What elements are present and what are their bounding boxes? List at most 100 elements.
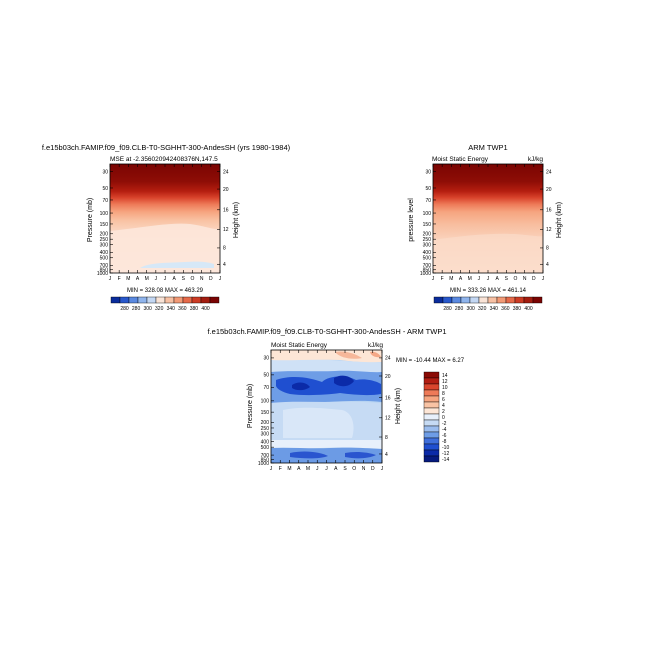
x-tick-label: M xyxy=(306,466,310,472)
x-tick-label: M xyxy=(449,276,453,282)
colorbar-swatch xyxy=(423,395,440,403)
panel-difference: f.e15b03ch.FAMIP.f09_f09.CLB-T0-SGHHT-30… xyxy=(208,327,465,472)
panel-model-mse: f.e15b03ch.FAMIP.f09_f09.CLB-T0-SGHHT-30… xyxy=(42,143,291,312)
x-tick-label: D xyxy=(209,276,213,282)
colorbar-swatch xyxy=(423,401,440,409)
p-tick-label: 850 xyxy=(261,457,270,463)
panel3-plot-area xyxy=(270,349,383,464)
colorbar-swatch xyxy=(191,296,202,304)
x-tick-label: J xyxy=(155,276,158,282)
x-tick-label: O xyxy=(191,276,195,282)
x-tick-label: O xyxy=(352,466,356,472)
colorbar-label: 400 xyxy=(524,306,533,312)
colorbar-swatch xyxy=(423,437,440,445)
h-tick-label: 4 xyxy=(223,262,226,268)
x-tick-label: A xyxy=(172,276,176,282)
x-tick-label: J xyxy=(270,466,273,472)
colorbar-label: 280 xyxy=(443,306,452,312)
colorbar-label: 300 xyxy=(466,306,475,312)
colorbar-swatch xyxy=(423,413,440,421)
colorbar-swatch xyxy=(423,431,440,439)
colorbar-label: 14 xyxy=(442,373,448,379)
p-tick-label: 70 xyxy=(102,198,108,204)
colorbar-swatch xyxy=(423,425,440,433)
colorbar-swatch xyxy=(532,296,543,304)
colorbar-swatch xyxy=(433,296,444,304)
h-tick-label: 20 xyxy=(546,187,552,193)
x-tick-label: N xyxy=(523,276,527,282)
colorbar-label: 0 xyxy=(442,415,445,421)
p-tick-label: 150 xyxy=(423,222,432,228)
h-tick-label: 4 xyxy=(546,262,549,268)
x-tick-label: A xyxy=(459,276,463,282)
p-tick-label: 50 xyxy=(263,373,269,379)
colorbar-label: 400 xyxy=(201,306,210,312)
p-tick-label: 70 xyxy=(425,198,431,204)
panel3-title: f.e15b03ch.FAMIP.f09_f09.CLB-T0-SGHHT-30… xyxy=(208,327,447,336)
colorbar-label: 8 xyxy=(442,391,445,397)
panel3-y2label: Height (km) xyxy=(395,388,402,424)
h-tick-label: 24 xyxy=(223,169,229,175)
colorbar-swatch xyxy=(514,296,525,304)
x-tick-label: A xyxy=(136,276,140,282)
colorbar-swatch xyxy=(182,296,193,304)
h-tick-label: 12 xyxy=(546,227,552,233)
colorbar-swatch xyxy=(209,296,220,304)
panel1-ylabel: Pressure (mb) xyxy=(87,198,94,242)
panel2-title: ARM TWP1 xyxy=(468,143,507,152)
colorbar-swatch xyxy=(164,296,175,304)
colorbar-swatch xyxy=(110,296,121,304)
colorbar-swatch xyxy=(423,455,440,463)
colorbar-label: -2 xyxy=(442,421,447,427)
colorbar-swatch xyxy=(423,383,440,391)
panel1-subtitle-left: MSE at -2.356020942408376N,147.5 xyxy=(110,156,218,163)
colorbar-label: 360 xyxy=(501,306,510,312)
x-tick-label: N xyxy=(200,276,204,282)
panel2-h-ticks: 24 20 16 12 8 4 xyxy=(540,169,552,268)
p-tick-label: 250 xyxy=(261,426,270,432)
p-tick-label: 50 xyxy=(425,186,431,192)
colorbar-swatch xyxy=(478,296,489,304)
x-tick-label: M xyxy=(145,276,149,282)
x-tick-label: J xyxy=(325,466,328,472)
colorbar-swatch xyxy=(505,296,516,304)
colorbar-label: 360 xyxy=(178,306,187,312)
panel3-subtitle-left: Moist Static Energy xyxy=(271,342,328,349)
x-tick-label: M xyxy=(126,276,130,282)
x-tick-label: J xyxy=(432,276,435,282)
colorbar-swatch xyxy=(423,419,440,427)
x-tick-label: F xyxy=(279,466,282,472)
p-tick-label: 200 xyxy=(100,232,109,238)
colorbar-swatch xyxy=(423,449,440,457)
p-tick-label: 400 xyxy=(261,439,270,445)
p-tick-label: 300 xyxy=(100,242,109,248)
colorbar-label: 380 xyxy=(513,306,522,312)
colorbar-swatch xyxy=(423,407,440,415)
p-tick-label: 300 xyxy=(423,242,432,248)
colorbar-label: 340 xyxy=(167,306,176,312)
panel1-stats: MIN = 328.08 MAX = 463.29 xyxy=(127,288,204,294)
panel3-subtitle-right: kJ/kg xyxy=(368,342,384,349)
panel3-stats: MIN = -10.44 MAX = 6.27 xyxy=(396,358,465,364)
p-tick-label: 250 xyxy=(100,237,109,243)
x-tick-label: A xyxy=(334,466,338,472)
colorbar-swatch xyxy=(460,296,471,304)
panel3-ylabel: Pressure (mb) xyxy=(247,384,254,428)
x-tick-label: J xyxy=(478,276,481,282)
x-tick-label: F xyxy=(118,276,121,282)
colorbar-swatch xyxy=(423,443,440,451)
p-tick-label: 850 xyxy=(423,268,432,274)
colorbar-swatch xyxy=(128,296,139,304)
colorbar-swatch xyxy=(173,296,184,304)
h-tick-label: 20 xyxy=(223,187,229,193)
panel2-subtitle-left: Moist Static Energy xyxy=(432,156,489,163)
p-tick-label: 250 xyxy=(423,237,432,243)
h-tick-label: 12 xyxy=(385,416,391,422)
p-tick-label: 400 xyxy=(423,250,432,256)
colorbar-label: 280 xyxy=(120,306,129,312)
colorbar-label: 6 xyxy=(442,397,445,403)
